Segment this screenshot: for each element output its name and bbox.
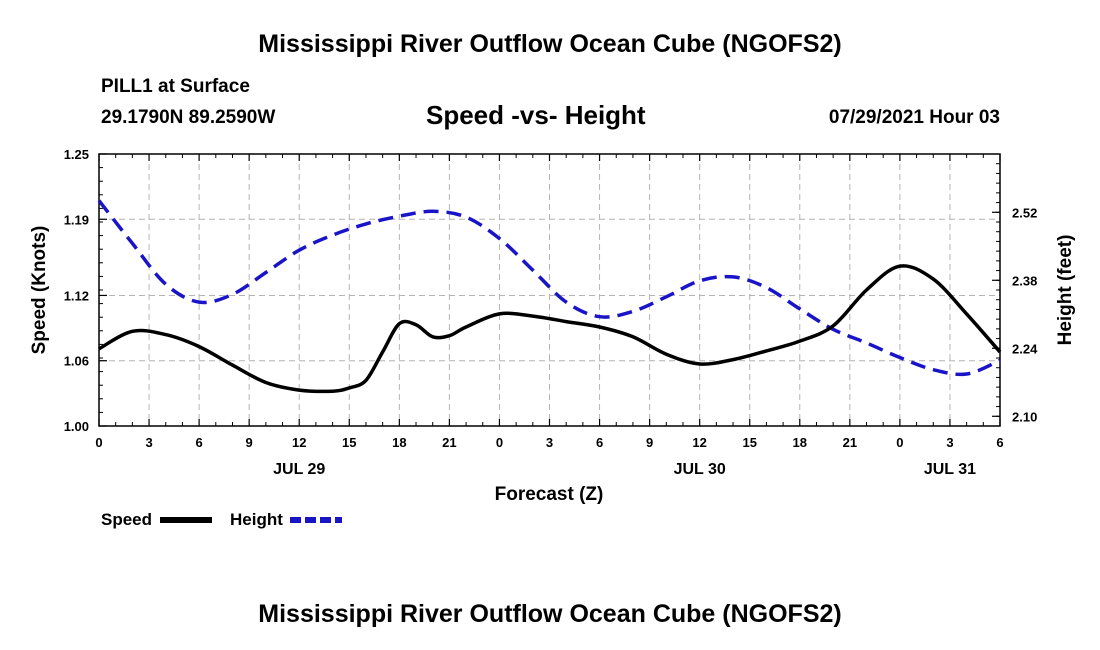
bottom-title: Mississippi River Outflow Ocean Cube (NG… — [258, 600, 842, 628]
x-tick-label: 18 — [392, 435, 406, 450]
chart-title: Speed -vs- Height — [426, 100, 646, 130]
y2-axis-title: Height (feet) — [1055, 235, 1076, 346]
x-tick-label: 15 — [742, 435, 756, 450]
location-label: 29.1790N 89.2590W — [101, 107, 276, 128]
date-label: JUL 31 — [924, 461, 976, 478]
plot-frame — [98, 153, 1001, 427]
y-tick-label: 1.19 — [64, 212, 89, 227]
x-tick-label: 0 — [95, 435, 102, 450]
x-tick-label: 0 — [496, 435, 503, 450]
x-tick-label: 3 — [946, 435, 953, 450]
x-tick-label: 18 — [793, 435, 807, 450]
y-tick-label: 1.25 — [64, 147, 89, 162]
grid — [99, 154, 1000, 426]
station-label: PILL1 at Surface — [101, 76, 250, 97]
legend: Speed Height — [101, 510, 342, 529]
x-tick-label: 21 — [442, 435, 456, 450]
x-tick-label: 6 — [996, 435, 1003, 450]
x-axis-title: Forecast (Z) — [495, 484, 604, 505]
x-tick-label: 3 — [145, 435, 152, 450]
y-tick-label: 1.12 — [64, 288, 89, 303]
x-tick-label: 3 — [546, 435, 553, 450]
x-tick-label: 9 — [646, 435, 653, 450]
x-tick-label: 21 — [843, 435, 857, 450]
legend-height-label: Height — [230, 510, 283, 529]
y2-tick-label: 2.38 — [1012, 273, 1037, 288]
height-series-line — [97, 199, 1001, 377]
datetime-label: 07/29/2021 Hour 03 — [828, 107, 1000, 128]
x-tick-label: 6 — [195, 435, 202, 450]
axis-labels: 0 3 6 9 12 15 18 21 0 3 6 9 12 15 18 21 0 3 6 JUL 29 JUL 30 J… — [64, 147, 1038, 478]
date-label: JUL 29 — [273, 461, 325, 478]
y2-tick-label: 2.24 — [1012, 341, 1038, 356]
x-tick-label: 9 — [246, 435, 253, 450]
y-tick-label: 1.06 — [64, 354, 89, 369]
x-tick-label: 0 — [896, 435, 903, 450]
x-tick-label: 15 — [342, 435, 356, 450]
date-label: JUL 30 — [674, 461, 726, 478]
y-tick-label: 1.00 — [64, 419, 89, 434]
x-tick-label: 12 — [692, 435, 706, 450]
speed-series-line — [98, 264, 1002, 394]
y2-tick-label: 2.10 — [1012, 409, 1037, 424]
y2-tick-label: 2.52 — [1012, 205, 1037, 220]
x-tick-label: 6 — [596, 435, 603, 450]
legend-speed-label: Speed — [101, 510, 152, 529]
x-tick-label: 12 — [292, 435, 306, 450]
top-title: Mississippi River Outflow Ocean Cube (NG… — [258, 30, 842, 58]
y-axis-title: Speed (Knots) — [29, 226, 50, 355]
